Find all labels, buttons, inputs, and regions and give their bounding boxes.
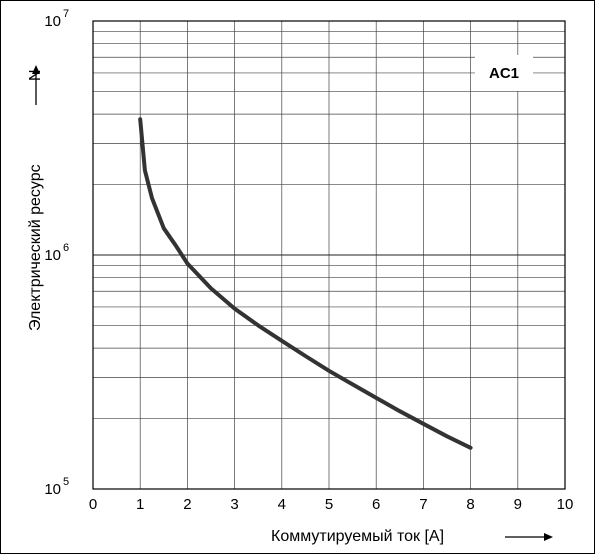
x-tick-label: 6 xyxy=(372,496,380,513)
y-tick-base: 10 xyxy=(44,481,61,498)
x-tick-label: 2 xyxy=(183,496,191,513)
x-tick-label: 3 xyxy=(230,496,238,513)
y-tick-exponent: 7 xyxy=(63,8,69,20)
y-tick-exponent: 6 xyxy=(63,242,69,254)
x-tick-label: 0 xyxy=(89,496,97,513)
x-tick-label: 10 xyxy=(557,496,574,513)
y-tick-label: 10 7 xyxy=(44,8,69,30)
x-tick-labels: 0 1 2 3 4 5 6 7 8 9 10 xyxy=(89,496,574,513)
x-tick-label: 1 xyxy=(136,496,144,513)
x-tick-label: 5 xyxy=(325,496,333,513)
x-tick-label: 9 xyxy=(514,496,522,513)
y-arrow xyxy=(32,65,40,105)
y-tick-base: 10 xyxy=(44,13,61,30)
y-tick-label: 10 6 xyxy=(44,242,69,264)
series-line xyxy=(138,117,473,450)
y-tick-exponent: 5 xyxy=(63,476,69,488)
annotation-label: AC1 xyxy=(489,65,519,82)
x-axis-label: Коммутируемый ток [A] xyxy=(271,528,444,545)
grid xyxy=(93,21,565,489)
y-axis-label: Электрический ресурс xyxy=(27,164,44,331)
x-tick-label: 7 xyxy=(419,496,427,513)
x-tick-label: 4 xyxy=(278,496,286,513)
plot-border xyxy=(92,20,566,490)
annotation-box: AC1 xyxy=(475,55,533,91)
y-tick-base: 10 xyxy=(44,247,61,264)
x-tick-label: 8 xyxy=(466,496,474,513)
y-tick-label: 10 5 xyxy=(44,476,69,498)
x-arrow xyxy=(505,533,553,541)
